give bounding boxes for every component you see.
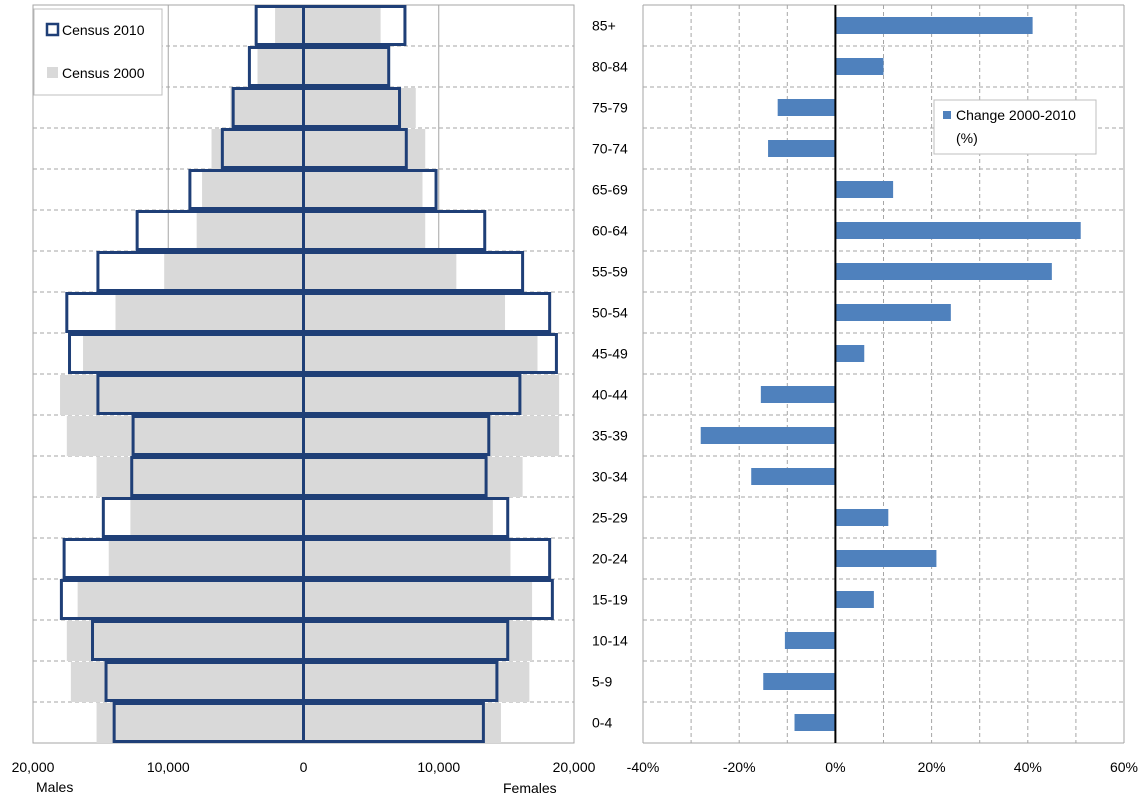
- census-2000-male-bar: [96, 457, 304, 497]
- census-2000-female-bar: [303, 457, 523, 497]
- change-legend-swatch: [943, 111, 951, 119]
- census-2000-female-bar: [303, 47, 388, 87]
- change-bar: [794, 714, 836, 731]
- census-2000-male-bar: [164, 252, 304, 292]
- census-2000-legend-swatch: [47, 67, 58, 78]
- age-group-label: 40-44: [592, 387, 628, 403]
- population-pyramid-chart: 20,000 10,000 0 10,000 20,000 Males Females Cen…: [12, 4, 596, 796]
- change-bar: [763, 673, 836, 690]
- age-group-label: 10-14: [592, 633, 628, 649]
- pyramid-x-tick-label: 10,000: [417, 759, 460, 775]
- change-bar: [835, 304, 951, 321]
- age-group-label: 15-19: [592, 592, 628, 608]
- pyramid-x-tick-label: 0: [300, 759, 308, 775]
- census-2000-female-bar: [303, 293, 506, 333]
- change-bar: [784, 632, 836, 649]
- census-2000-male-bar: [275, 6, 304, 46]
- change-x-tick-label: 0%: [825, 759, 845, 775]
- change-bar: [835, 263, 1052, 280]
- change-bar: [835, 181, 894, 198]
- change-bar: [835, 17, 1033, 34]
- census-2000-male-bar: [66, 621, 304, 661]
- pyramid-x-tick-label: 20,000: [12, 759, 55, 775]
- age-group-label: 75-79: [592, 100, 628, 116]
- age-group-label: 50-54: [592, 305, 628, 321]
- census-2000-female-bar: [303, 334, 538, 374]
- census-2000-male-bar: [196, 211, 304, 251]
- census-2000-female-bar: [303, 662, 530, 702]
- age-group-label: 25-29: [592, 510, 628, 526]
- males-axis-label: Males: [36, 779, 73, 795]
- census-2000-male-bar: [83, 334, 304, 374]
- age-group-label: 20-24: [592, 551, 628, 567]
- change-bar: [777, 99, 836, 116]
- age-group-label: 60-64: [592, 223, 628, 239]
- census-2000-male-bar: [115, 293, 304, 333]
- change-bar: [835, 591, 874, 608]
- census-2000-female-bar: [303, 88, 416, 128]
- census-2000-male-bar: [66, 416, 304, 456]
- change-legend-label-line2: (%): [956, 130, 978, 146]
- age-group-label: 30-34: [592, 469, 628, 485]
- census-2000-male-bar: [230, 88, 304, 128]
- census-2000-female-bar: [303, 580, 533, 620]
- census-2000-female-bar: [303, 416, 560, 456]
- census-2000-female-bar: [303, 539, 511, 579]
- age-group-label: 35-39: [592, 428, 628, 444]
- age-group-label: 0-4: [592, 715, 612, 731]
- census-2000-female-bar: [303, 498, 493, 538]
- change-bar: [835, 58, 884, 75]
- change-bar: [835, 550, 937, 567]
- change-x-tick-label: -20%: [723, 759, 756, 775]
- change-bar: [835, 345, 865, 362]
- change-x-tick-label: 60%: [1110, 759, 1138, 775]
- age-group-label: 70-74: [592, 141, 628, 157]
- census-2000-female-bar: [303, 375, 560, 415]
- age-group-label: 5-9: [592, 674, 612, 690]
- census-2000-female-bar: [303, 211, 426, 251]
- change-bar: [835, 509, 889, 526]
- females-axis-label: Females: [503, 780, 557, 796]
- age-group-label: 85+: [592, 18, 616, 34]
- census-2000-legend-label: Census 2000: [62, 65, 145, 81]
- census-2000-male-bar: [202, 170, 304, 210]
- pyramid-legend: Census 2010 Census 2000: [33, 8, 163, 96]
- change-bar: [760, 386, 836, 403]
- census-2000-male-bar: [257, 47, 304, 87]
- change-legend-box: [933, 99, 1097, 155]
- age-group-label: 80-84: [592, 59, 628, 75]
- change-x-tick-label: 40%: [1014, 759, 1042, 775]
- change-x-tick-label: -40%: [627, 759, 660, 775]
- change-bar: [835, 222, 1081, 239]
- census-2000-male-bar: [70, 662, 304, 702]
- pyramid-x-tick-label: 20,000: [553, 759, 596, 775]
- census-2000-male-bar: [96, 703, 304, 743]
- census-2000-female-bar: [303, 252, 457, 292]
- census-2010-legend-swatch: [45, 22, 60, 37]
- census-2000-male-bar: [130, 498, 304, 538]
- change-legend: Change 2000-2010 (%): [933, 99, 1097, 155]
- census-2000-female-bar: [303, 703, 501, 743]
- census-2000-female-bar: [303, 170, 423, 210]
- census-2000-male-bar: [60, 375, 304, 415]
- age-group-label: 45-49: [592, 346, 628, 362]
- census-2000-male-bar: [77, 580, 304, 620]
- census-2000-female-bar: [303, 6, 381, 46]
- census-2010-legend-label: Census 2010: [62, 22, 145, 38]
- age-group-label: 55-59: [592, 264, 628, 280]
- census-2000-female-bar: [303, 621, 533, 661]
- change-bar: [700, 427, 836, 444]
- pyramid-x-tick-label: 10,000: [147, 759, 190, 775]
- change-x-tick-label: 20%: [918, 759, 946, 775]
- change-bar-chart: 0-4 5-9 10-14 15-19 20-24 25-29 30-34 35-39 40-4…: [592, 4, 1138, 775]
- change-legend-label-line1: Change 2000-2010: [956, 107, 1076, 123]
- age-group-label: 65-69: [592, 182, 628, 198]
- census-2000-male-bar: [211, 129, 304, 169]
- census-2000-male-bar: [108, 539, 304, 579]
- change-bar: [751, 468, 836, 485]
- change-bar: [768, 140, 836, 157]
